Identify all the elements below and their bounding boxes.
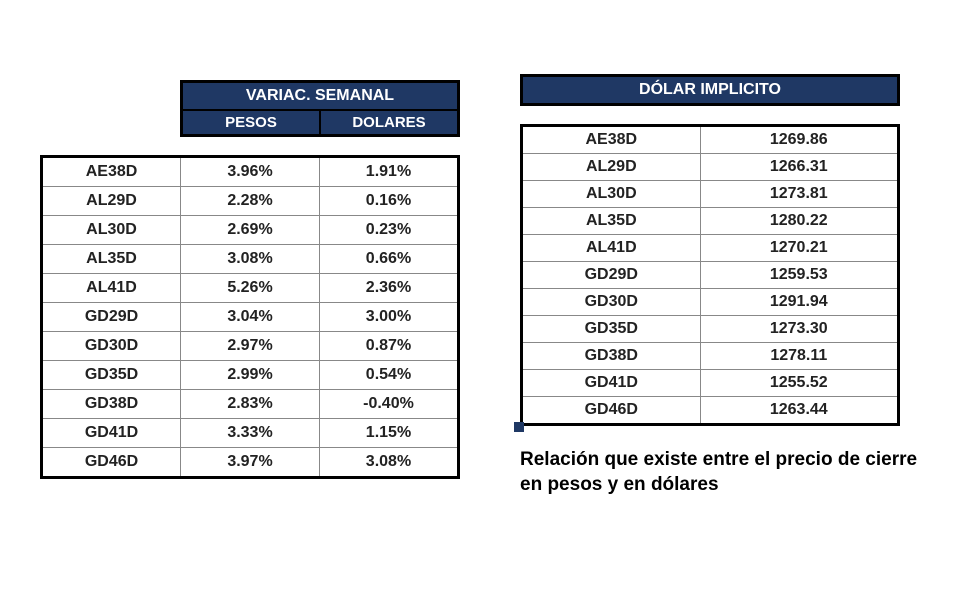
ticker-cell: GD41D — [42, 419, 181, 448]
dolares-cell: 0.54% — [319, 361, 458, 390]
pesos-cell: 3.33% — [181, 419, 320, 448]
dolares-cell: 0.16% — [319, 187, 458, 216]
value-cell: 1270.21 — [700, 235, 898, 262]
table-row: AL30D2.69%0.23% — [42, 216, 459, 245]
ticker-cell: AE38D — [42, 157, 181, 187]
dolares-cell: 2.36% — [319, 274, 458, 303]
value-cell: 1280.22 — [700, 208, 898, 235]
dolares-cell: 0.87% — [319, 332, 458, 361]
ticker-cell: GD29D — [42, 303, 181, 332]
variac-title: VARIAC. SEMANAL — [183, 83, 457, 109]
dolares-cell: 1.15% — [319, 419, 458, 448]
ticker-cell: AL35D — [522, 208, 701, 235]
table-row: AL29D2.28%0.16% — [42, 187, 459, 216]
value-cell: 1263.44 — [700, 397, 898, 425]
value-cell: 1255.52 — [700, 370, 898, 397]
ticker-cell: GD38D — [522, 343, 701, 370]
table-row: AL41D1270.21 — [522, 235, 899, 262]
dolares-cell: 3.00% — [319, 303, 458, 332]
table-row: AL41D5.26%2.36% — [42, 274, 459, 303]
table-row: GD30D1291.94 — [522, 289, 899, 316]
table-row: AL30D1273.81 — [522, 181, 899, 208]
dolares-cell: 0.66% — [319, 245, 458, 274]
ticker-cell: AE38D — [522, 126, 701, 154]
ticker-cell: AL41D — [522, 235, 701, 262]
table-row: AE38D1269.86 — [522, 126, 899, 154]
dolar-table: AE38D1269.86AL29D1266.31AL30D1273.81AL35… — [520, 124, 900, 426]
table-row: AL35D3.08%0.66% — [42, 245, 459, 274]
value-cell: 1266.31 — [700, 154, 898, 181]
pesos-cell: 2.69% — [181, 216, 320, 245]
ticker-cell: GD30D — [42, 332, 181, 361]
table-row: GD30D2.97%0.87% — [42, 332, 459, 361]
ticker-cell: GD38D — [42, 390, 181, 419]
dolares-cell: 1.91% — [319, 157, 458, 187]
table-row: GD41D1255.52 — [522, 370, 899, 397]
pesos-cell: 2.99% — [181, 361, 320, 390]
dolar-title: DÓLAR IMPLICITO — [520, 74, 900, 106]
pesos-cell: 2.83% — [181, 390, 320, 419]
variac-col-dolares: DOLARES — [321, 111, 457, 134]
table-row: GD29D3.04%3.00% — [42, 303, 459, 332]
table-row: GD35D1273.30 — [522, 316, 899, 343]
ticker-cell: GD35D — [522, 316, 701, 343]
ticker-cell: GD46D — [522, 397, 701, 425]
pesos-cell: 3.96% — [181, 157, 320, 187]
dolar-caption: Relación que existe entre el precio de c… — [520, 448, 940, 497]
variac-subheader-row: PESOS DOLARES — [183, 109, 457, 134]
table-row: AE38D3.96%1.91% — [42, 157, 459, 187]
ticker-cell: AL30D — [522, 181, 701, 208]
table-row: GD38D1278.11 — [522, 343, 899, 370]
table-row: AL35D1280.22 — [522, 208, 899, 235]
ticker-cell: AL35D — [42, 245, 181, 274]
ticker-cell: GD30D — [522, 289, 701, 316]
pesos-cell: 5.26% — [181, 274, 320, 303]
ticker-cell: GD29D — [522, 262, 701, 289]
value-cell: 1269.86 — [700, 126, 898, 154]
dolares-cell: -0.40% — [319, 390, 458, 419]
pesos-cell: 3.08% — [181, 245, 320, 274]
ticker-cell: AL29D — [522, 154, 701, 181]
table-row: GD35D2.99%0.54% — [42, 361, 459, 390]
pesos-cell: 2.28% — [181, 187, 320, 216]
variac-header: VARIAC. SEMANAL PESOS DOLARES — [180, 80, 460, 137]
variac-semanal-panel: VARIAC. SEMANAL PESOS DOLARES AE38D3.96%… — [40, 80, 460, 497]
ticker-cell: AL30D — [42, 216, 181, 245]
pesos-cell: 3.97% — [181, 448, 320, 478]
table-row: GD46D1263.44 — [522, 397, 899, 425]
variac-table: AE38D3.96%1.91%AL29D2.28%0.16%AL30D2.69%… — [40, 155, 460, 479]
pesos-cell: 3.04% — [181, 303, 320, 332]
table-row: GD46D3.97%3.08% — [42, 448, 459, 478]
ticker-cell: AL41D — [42, 274, 181, 303]
table-row: GD38D2.83%-0.40% — [42, 390, 459, 419]
table-row: AL29D1266.31 — [522, 154, 899, 181]
value-cell: 1278.11 — [700, 343, 898, 370]
value-cell: 1273.30 — [700, 316, 898, 343]
dolares-cell: 0.23% — [319, 216, 458, 245]
pesos-cell: 2.97% — [181, 332, 320, 361]
ticker-cell: GD41D — [522, 370, 701, 397]
value-cell: 1259.53 — [700, 262, 898, 289]
table-row: GD41D3.33%1.15% — [42, 419, 459, 448]
ticker-cell: GD46D — [42, 448, 181, 478]
value-cell: 1291.94 — [700, 289, 898, 316]
selection-handle-icon — [514, 422, 524, 432]
dolar-implicito-panel: DÓLAR IMPLICITO AE38D1269.86AL29D1266.31… — [520, 80, 900, 497]
table-row: GD29D1259.53 — [522, 262, 899, 289]
dolares-cell: 3.08% — [319, 448, 458, 478]
value-cell: 1273.81 — [700, 181, 898, 208]
ticker-cell: AL29D — [42, 187, 181, 216]
ticker-cell: GD35D — [42, 361, 181, 390]
variac-col-pesos: PESOS — [183, 111, 321, 134]
